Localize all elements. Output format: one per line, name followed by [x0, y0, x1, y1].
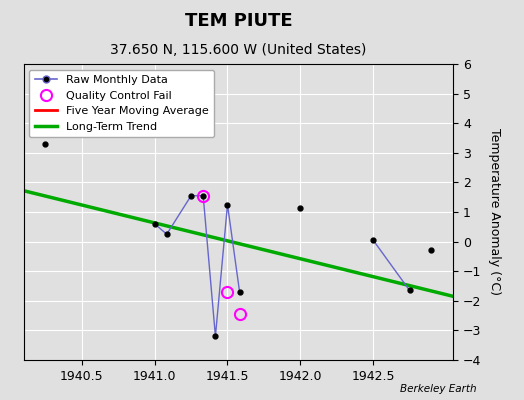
Y-axis label: Temperature Anomaly (°C): Temperature Anomaly (°C)	[488, 128, 501, 296]
Text: Berkeley Earth: Berkeley Earth	[400, 384, 477, 394]
Legend: Raw Monthly Data, Quality Control Fail, Five Year Moving Average, Long-Term Tren: Raw Monthly Data, Quality Control Fail, …	[29, 70, 214, 137]
Text: 37.650 N, 115.600 W (United States): 37.650 N, 115.600 W (United States)	[110, 43, 367, 57]
Text: TEM PIUTE: TEM PIUTE	[184, 12, 292, 30]
